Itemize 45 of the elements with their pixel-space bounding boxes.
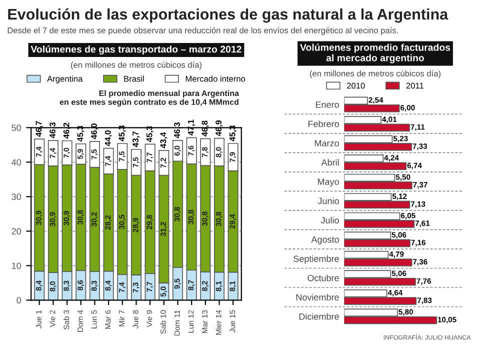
- total-label: 44,0: [104, 130, 112, 146]
- y-tick-label: Enero: [316, 102, 339, 108]
- total-label: 46,2: [63, 122, 70, 139]
- y-tick-label: 40: [12, 159, 21, 166]
- total-label: 45,3: [118, 126, 126, 142]
- total-label: 47,1: [188, 120, 196, 136]
- y-tick-label: Mayo: [318, 178, 339, 187]
- y-tick-label: Diciembre: [299, 313, 339, 320]
- y-tick-label: Octubre: [308, 274, 339, 282]
- chart-title: Volúmenes de gas transportado – marzo 2012: [30, 45, 242, 55]
- chart-subtitle: (en millones de metros cúbicos día): [70, 62, 202, 70]
- y-tick-label: Julio: [320, 216, 339, 224]
- total-label: 46,3: [174, 122, 182, 138]
- y-tick-label: 50: [12, 124, 21, 132]
- legend-label: Argentina: [47, 76, 83, 84]
- total-label: 45,3: [77, 126, 84, 142]
- legend-label: Brasil: [124, 76, 144, 82]
- total-label: 46,8: [202, 120, 209, 136]
- y-tick-label: Junio: [318, 198, 339, 204]
- y-tick-label: Noviembre: [296, 294, 339, 300]
- y-tick-label: Marzo: [314, 140, 339, 146]
- y-tick-label: 10: [12, 262, 21, 270]
- legend-label: Mercado interno: [186, 76, 246, 82]
- text: Evolución de las exportaciones de gas natural a la Argentina: [8, 8, 448, 23]
- total-label: 46,7: [36, 121, 43, 137]
- total-label: 45,3: [146, 126, 154, 142]
- y-tick-label: Agosto: [311, 236, 339, 244]
- chart-subtitle: (en millones de metros cúbicos día): [310, 70, 440, 78]
- total-label: 46,3: [50, 122, 57, 138]
- total-label: 43,4: [160, 132, 168, 148]
- total-label: 46,9: [216, 120, 223, 136]
- y-tick-label: Febrero: [308, 120, 339, 128]
- chart-title: Volúmenes promedio facturados al mercado argentino: [300, 44, 450, 64]
- y-tick-label: Abril: [321, 159, 339, 166]
- total-label: 45,3: [229, 126, 237, 142]
- y-tick-label: Septiembre: [294, 255, 339, 264]
- text: El promedio mensual para Argentina en este mes según contrato es de 10,4 MMmcd: [60, 90, 240, 106]
- legend-label: 2011: [406, 82, 424, 89]
- total-label: 43,7: [132, 131, 140, 148]
- legend-label: 2010: [347, 82, 365, 89]
- text: Desde el 7 de este mes se puede observar una reducción real de los envíos del energético al vecino país.: [8, 27, 398, 35]
- y-tick-label: 20: [12, 228, 21, 235]
- total-label: 46,0: [91, 124, 98, 140]
- y-tick-label: 0: [16, 297, 21, 304]
- y-tick-label: 30: [12, 194, 21, 200]
